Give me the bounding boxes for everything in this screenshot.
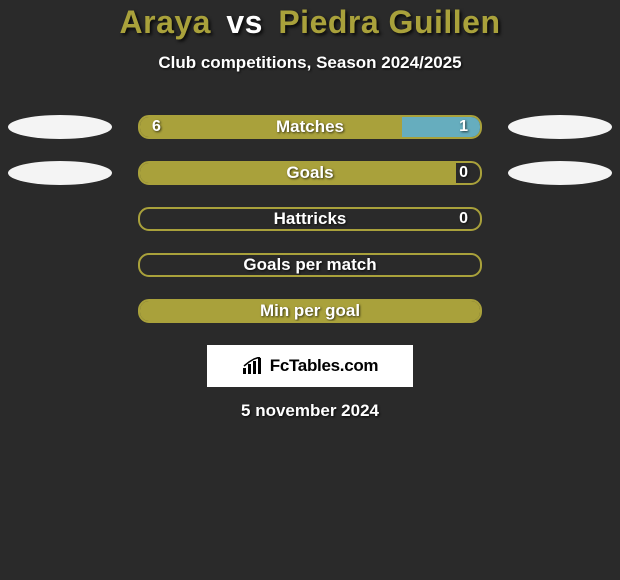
bar-fill-left: [140, 163, 456, 183]
stat-row: 0Goals: [0, 161, 620, 185]
chart-icon: [242, 357, 264, 375]
stat-bar: Goals per match: [138, 253, 482, 277]
ellipse-marker-right: [508, 115, 612, 139]
stat-row: Goals per match: [0, 253, 620, 277]
bar-fill-left: [140, 301, 480, 321]
brand-text: FcTables.com: [270, 356, 379, 376]
infographic-container: Araya vs Piedra Guillen Club competition…: [0, 0, 620, 421]
title-vs: vs: [226, 4, 263, 40]
stat-bar: 0Goals: [138, 161, 482, 185]
stat-rows: 61Matches0Goals0HattricksGoals per match…: [0, 115, 620, 323]
stat-value-right: 0: [459, 210, 468, 228]
ellipse-marker-left: [8, 115, 112, 139]
stat-label: Goals per match: [140, 255, 480, 275]
brand-box: FcTables.com: [207, 345, 413, 387]
stat-value-right: 1: [459, 118, 468, 136]
page-title: Araya vs Piedra Guillen: [0, 4, 620, 41]
stat-value-right: 0: [459, 164, 468, 182]
stat-row: Min per goal: [0, 299, 620, 323]
brand-label: FcTables.com: [242, 356, 379, 376]
stat-label: Hattricks: [140, 209, 480, 229]
stat-bar: Min per goal: [138, 299, 482, 323]
title-player2: Piedra Guillen: [278, 4, 500, 40]
stat-bar: 0Hattricks: [138, 207, 482, 231]
title-player1: Araya: [120, 4, 211, 40]
bar-fill-right: [402, 117, 480, 137]
subtitle: Club competitions, Season 2024/2025: [0, 53, 620, 73]
stat-row: 0Hattricks: [0, 207, 620, 231]
stat-row: 61Matches: [0, 115, 620, 139]
bar-fill-left: [140, 117, 402, 137]
ellipse-marker-left: [8, 161, 112, 185]
stat-bar: 61Matches: [138, 115, 482, 139]
stat-value-left: 6: [152, 118, 161, 136]
date-label: 5 november 2024: [0, 401, 620, 421]
ellipse-marker-right: [508, 161, 612, 185]
